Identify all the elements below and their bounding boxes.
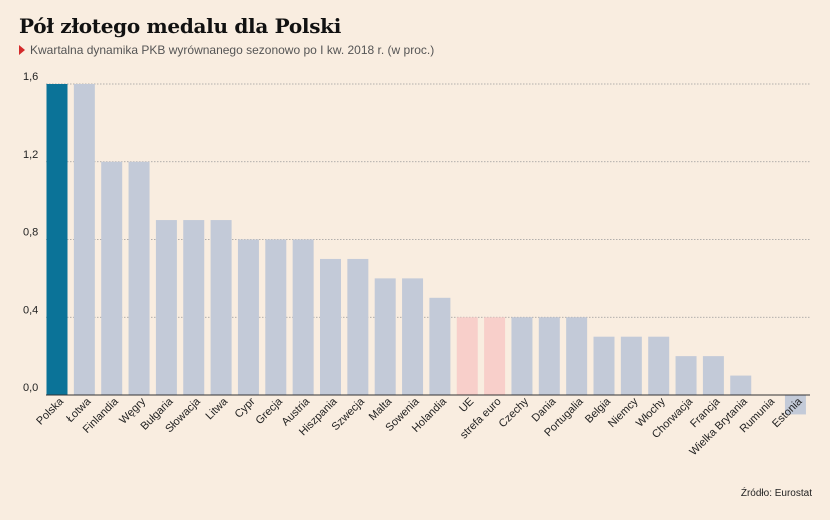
x-tick-label: UE — [457, 396, 476, 415]
bar — [183, 220, 205, 395]
bar — [265, 239, 287, 395]
chart-subtitle: Kwartalna dynamika PKB wyrównanego sezon… — [30, 43, 435, 57]
x-tick-label: Czechy — [497, 395, 532, 430]
y-tick-label: 0,0 — [23, 382, 38, 394]
y-tick-label: 0,8 — [23, 227, 38, 239]
chart-title: Pół złotego medalu dla Polski — [19, 14, 342, 38]
source-note: Źródło: Eurostat — [740, 488, 812, 499]
bar — [402, 278, 424, 395]
x-tick-label: Litwa — [204, 395, 231, 422]
y-tick-label: 1,6 — [23, 71, 38, 83]
bar — [730, 375, 752, 395]
bar — [484, 317, 506, 395]
y-tick-label: 0,4 — [23, 304, 38, 316]
bar — [538, 317, 560, 395]
bar — [702, 356, 724, 395]
bar — [429, 297, 451, 395]
bar — [320, 258, 341, 395]
bar — [73, 84, 95, 395]
bar — [456, 317, 478, 395]
bar — [648, 336, 670, 395]
bar — [237, 239, 259, 395]
x-tick-label: Polska — [34, 395, 66, 427]
y-tick-label: 1,2 — [23, 149, 38, 161]
bar — [511, 317, 533, 395]
bar — [292, 239, 314, 395]
bar — [128, 161, 150, 395]
bar — [155, 220, 177, 395]
bar — [46, 84, 68, 395]
bar — [784, 395, 806, 415]
bar — [566, 317, 588, 395]
bar — [675, 356, 697, 395]
bar — [347, 258, 369, 395]
x-tick-label: Niemcy — [606, 395, 641, 430]
subtitle-row: Kwartalna dynamika PKB wyrównanego sezon… — [19, 43, 434, 57]
bar — [101, 161, 123, 395]
bar — [210, 220, 232, 395]
bar — [593, 336, 615, 395]
bar — [374, 278, 396, 395]
bar — [620, 336, 642, 395]
triangle-marker-icon — [19, 45, 25, 55]
